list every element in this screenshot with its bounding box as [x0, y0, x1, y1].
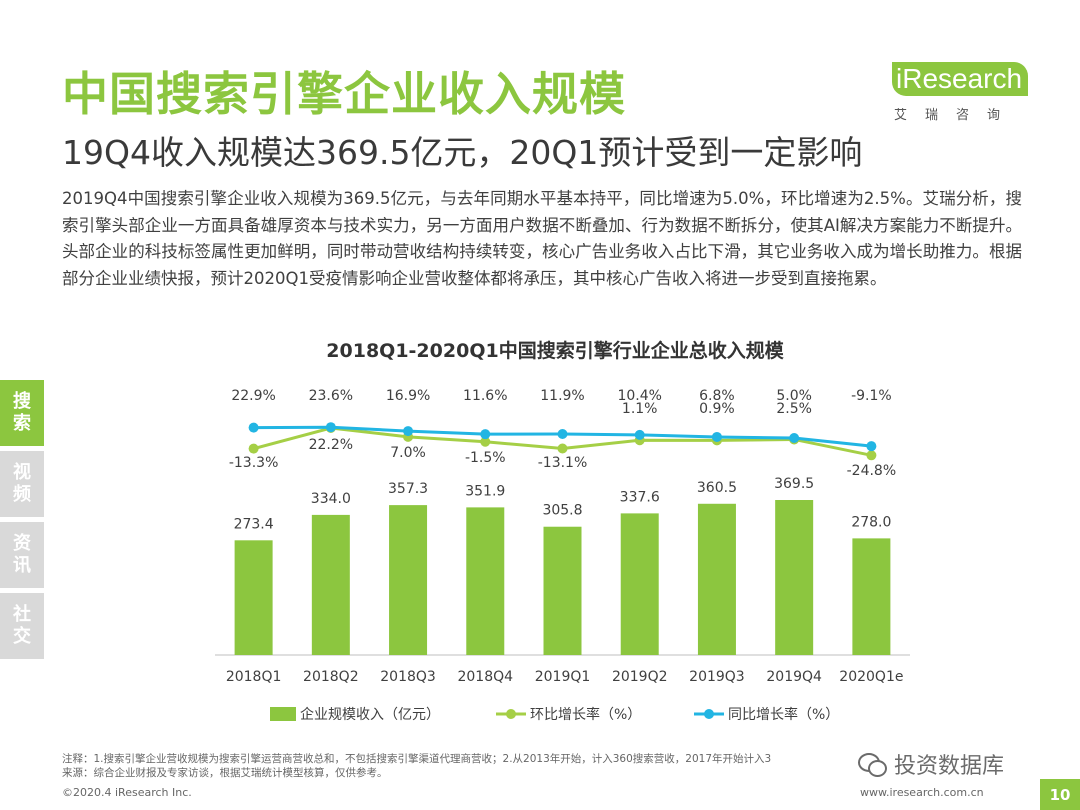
watermark-text: 投资数据库: [894, 754, 1005, 779]
qoq-growth-point: [557, 443, 568, 454]
yoy-growth-point: [403, 426, 414, 437]
x-tick-label: 2019Q3: [689, 669, 745, 685]
qoq-growth-label: 2.5%: [776, 401, 812, 417]
yoy-growth-point: [711, 431, 722, 442]
qoq-growth-label: 1.1%: [622, 401, 658, 417]
site-url[interactable]: www.iresearch.com.cn: [860, 786, 984, 799]
yoy-growth-label: 16.9%: [386, 388, 430, 404]
legend-bar-swatch: [270, 707, 296, 721]
qoq-growth-point: [248, 443, 259, 454]
yoy-growth-point: [248, 422, 259, 433]
x-tick-label: 2019Q4: [766, 669, 822, 685]
yoy-growth-label: 6.8%: [699, 388, 735, 404]
yoy-growth-label: 5.0%: [776, 388, 812, 404]
bar-2019Q3: [697, 503, 736, 655]
notes-line-2: 来源：综合企业财报及专家访谈，根据艾瑞统计模型核算，仅供参考。: [62, 767, 388, 779]
bar-value-label: 278.0: [851, 514, 891, 530]
legend-bar-label: 企业规模收入（亿元）: [300, 706, 440, 723]
legend-yoy-label: 同比增长率（%）: [728, 706, 839, 723]
side-tab-label: 视频: [13, 462, 31, 505]
bar-value-label: 357.3: [388, 481, 428, 497]
bar-value-label: 305.8: [542, 503, 582, 519]
bar-value-label: 337.6: [620, 489, 660, 505]
bar-value-label: 360.5: [697, 480, 737, 496]
chart-title: 2018Q1-2020Q1中国搜索引擎行业企业总收入规模: [326, 340, 784, 362]
logo-chinese-name: 艾瑞咨询: [894, 108, 1019, 123]
qoq-growth-point: [866, 450, 877, 461]
x-tick-label: 2018Q4: [457, 669, 513, 685]
x-tick-label: 2019Q1: [535, 669, 591, 685]
yoy-growth-label: 10.4%: [617, 388, 661, 404]
qoq-growth-label: -1.5%: [465, 450, 506, 466]
bar-value-label: 351.9: [465, 483, 505, 499]
yoy-growth-point: [480, 429, 491, 440]
side-tab-label: 资讯: [13, 533, 31, 576]
logo-wordmark: iResearch: [892, 62, 1029, 96]
copyright: ©2020.4 iResearch Inc.: [62, 786, 192, 799]
wechat-icon: [858, 751, 888, 777]
side-tab-label: 搜索: [13, 391, 31, 434]
x-tick-label: 2018Q3: [380, 669, 436, 685]
bar-2018Q4: [466, 507, 505, 655]
yoy-growth-point: [634, 429, 645, 440]
x-tick-label: 2018Q2: [303, 669, 359, 685]
x-tick-label: 2020Q1e: [839, 669, 903, 685]
notes-line-1: 注释：1.搜索引擎企业营收规模为搜索引擎运营商营收总和，不包括搜索引擎渠道代理商…: [62, 753, 772, 765]
bar-2019Q2: [620, 513, 659, 655]
iresearch-logo: iResearch 艾瑞咨询: [888, 60, 1038, 126]
yoy-growth-label: 11.6%: [463, 388, 507, 404]
side-tab-social[interactable]: 社交: [0, 593, 44, 659]
legend-qoq-marker: [506, 709, 516, 719]
bar-2019Q1: [543, 526, 582, 655]
side-tab-video[interactable]: 视频: [0, 451, 44, 517]
page-number: 10: [1040, 779, 1080, 810]
side-tab-search[interactable]: 搜索: [0, 380, 44, 446]
legend-qoq-label: 环比增长率（%）: [530, 706, 641, 723]
bar-value-label: 273.4: [234, 516, 274, 532]
qoq-growth-label: 7.0%: [390, 445, 426, 461]
yoy-growth-point: [557, 428, 568, 439]
bar-2020Q1e: [852, 538, 891, 655]
bar-2019Q4: [775, 500, 814, 655]
qoq-growth-point: [480, 436, 491, 447]
x-tick-label: 2019Q2: [612, 669, 668, 685]
chart-notes: 注释：1.搜索引擎企业营收规模为搜索引擎运营商营收总和，不包括搜索引擎渠道代理商…: [62, 752, 771, 780]
yoy-growth-point: [325, 422, 336, 433]
side-tab-label: 社交: [13, 604, 31, 647]
analysis-paragraph: 2019Q4中国搜索引擎企业收入规模为369.5亿元，与去年同期水平基本持平，同…: [62, 189, 1022, 288]
yoy-growth-label: 11.9%: [540, 388, 584, 404]
legend-yoy-marker: [704, 709, 714, 719]
bar-value-label: 334.0: [311, 491, 351, 507]
side-tab-news[interactable]: 资讯: [0, 522, 44, 588]
page-title: 中国搜索引擎企业收入规模: [62, 67, 626, 121]
bar-value-label: 369.5: [774, 476, 814, 492]
qoq-growth-label: -13.1%: [538, 455, 588, 471]
x-tick-label: 2018Q1: [226, 669, 282, 685]
bar-2018Q1: [234, 540, 273, 655]
qoq-growth-label: 0.9%: [699, 401, 735, 417]
yoy-growth-point: [789, 433, 800, 443]
bar-2018Q2: [311, 514, 350, 655]
qoq-growth-label: -24.8%: [847, 463, 897, 479]
side-category-nav: 搜索 视频 资讯 社交: [0, 380, 44, 664]
yoy-growth-label: 22.9%: [231, 388, 275, 404]
qoq-growth-label: 22.2%: [309, 437, 353, 453]
qoq-growth-label: -13.3%: [229, 455, 279, 471]
yoy-growth-label: -9.1%: [851, 388, 892, 404]
page-subtitle: 19Q4收入规模达369.5亿元，20Q1预计受到一定影响: [62, 133, 863, 172]
bar-2018Q3: [389, 505, 428, 655]
yoy-growth-point: [866, 441, 877, 452]
wechat-watermark: 投资数据库: [858, 748, 1004, 780]
yoy-growth-label: 23.6%: [309, 388, 353, 404]
